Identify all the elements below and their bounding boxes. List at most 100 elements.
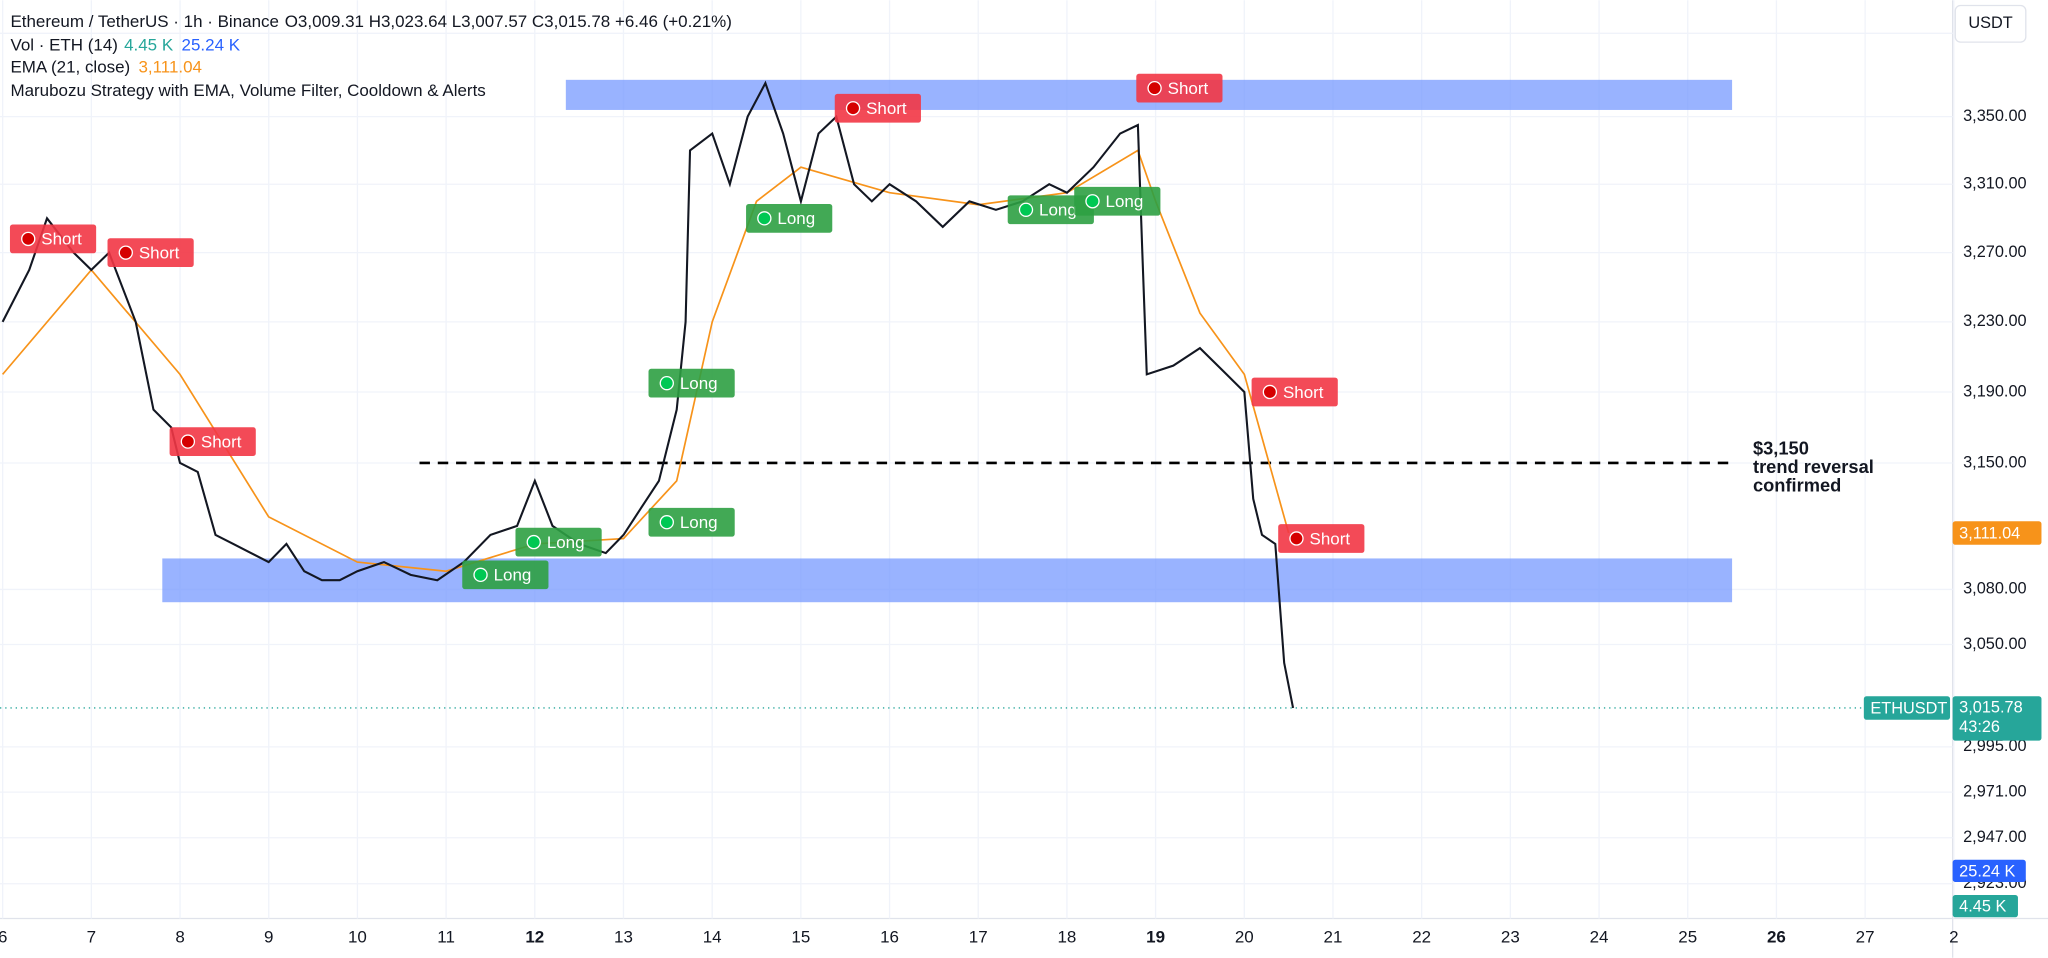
signal-dot <box>526 534 541 550</box>
y-tick-label: 3,080.00 <box>1963 580 2027 598</box>
currency-button[interactable] <box>1954 4 2027 43</box>
x-tick-label: 18 <box>1057 928 1076 947</box>
badge-symbol: ETHUSDT <box>1870 700 1947 718</box>
badge <box>1952 521 2042 545</box>
signal-box <box>746 203 833 233</box>
signal-dot <box>118 245 133 260</box>
x-tick-label: 11 <box>437 928 455 947</box>
signal-dot <box>659 515 674 530</box>
signal-label: Long <box>547 533 585 552</box>
signal-dot <box>659 375 674 391</box>
x-tick-label: 19 <box>1146 928 1165 947</box>
signal-label: Short <box>1283 383 1324 402</box>
y-tick-label: 2,947.00 <box>1963 828 2027 846</box>
y-tick-label: 3,350.00 <box>1963 107 2027 125</box>
signal-box <box>1074 186 1161 216</box>
y-tick-label: 3,150.00 <box>1963 453 2027 471</box>
signal-dot <box>180 434 196 449</box>
badge-ema: 3,111.04 <box>1959 525 2020 543</box>
signal-dot <box>1289 531 1304 546</box>
x-tick-label: 16 <box>880 928 899 947</box>
volume-label: Vol · ETH (14) <box>10 36 118 55</box>
signal-dot <box>1018 202 1034 217</box>
signal-dot <box>21 231 36 247</box>
badge <box>1952 859 2026 882</box>
badge-vol: 4.45 K <box>1959 898 2006 916</box>
badge-vol_ma: 25.24 K <box>1959 862 2015 880</box>
signal-box <box>648 507 735 537</box>
ema-label: EMA (21, close) <box>10 58 130 77</box>
ohlc: O3,009.31 H3,023.64 L3,007.57 C3,015.78 … <box>285 12 732 31</box>
y-tick-label: 3,190.00 <box>1963 382 2027 400</box>
x-tick-label: 22 <box>1412 928 1431 947</box>
volume-value: 4.45 K <box>124 36 174 55</box>
y-tick-label: 3,230.00 <box>1963 312 2027 330</box>
badge-price: 3,015.78 <box>1959 698 2023 716</box>
x-tick-label: 6 <box>0 928 7 947</box>
x-tick-label: 26 <box>1767 928 1786 947</box>
signal-dot <box>757 211 772 226</box>
signal-box <box>1136 73 1223 103</box>
ema-value: 3,111.04 <box>138 58 202 77</box>
signal-box <box>1278 524 1365 553</box>
signal-label: Long <box>1039 201 1077 220</box>
signal-label: Long <box>680 513 718 532</box>
signal-label: Short <box>866 99 907 118</box>
volume-ma: 25.24 K <box>182 36 241 55</box>
level-label: $3,150 <box>1753 438 1809 459</box>
strategy: Marubozu Strategy with EMA, Volume Filte… <box>10 81 485 100</box>
signal-dot <box>1085 194 1100 209</box>
x-tick-label: 2 <box>1949 928 1958 947</box>
currency[interactable]: USDT <box>1968 14 2012 32</box>
level-note: confirmed <box>1753 474 1841 495</box>
x-tick-label: 14 <box>703 928 722 947</box>
symbol: Ethereum / TetherUS · 1h · Binance <box>10 12 279 31</box>
signal-box <box>1251 377 1338 407</box>
x-tick-label: 25 <box>1678 928 1697 947</box>
signal-box <box>462 560 549 590</box>
signal-label: Long <box>494 566 532 585</box>
x-tick-label: 15 <box>791 928 810 947</box>
signal-label: Long <box>777 209 815 228</box>
signal-label: Short <box>139 243 180 262</box>
x-tick-label: 23 <box>1501 928 1520 947</box>
x-tick-label: 13 <box>614 928 633 947</box>
signal-dot <box>845 101 861 116</box>
badge <box>1863 696 1951 720</box>
x-tick-label: 7 <box>87 928 96 947</box>
price-badge <box>1952 696 2042 741</box>
signal-box <box>107 238 194 268</box>
signal-box <box>648 368 735 398</box>
signal-label: Long <box>1106 192 1144 211</box>
zone <box>162 558 1733 603</box>
x-tick-label: 17 <box>969 928 988 947</box>
signal-dot <box>473 567 488 582</box>
signal-label: Short <box>41 230 82 249</box>
signal-box <box>169 427 256 456</box>
x-tick-label: 9 <box>264 928 273 947</box>
x-tick-label: 27 <box>1856 928 1875 947</box>
x-tick-label: 24 <box>1590 928 1609 947</box>
x-tick-label: 20 <box>1235 928 1254 947</box>
signal-label: Long <box>680 374 718 393</box>
x-tick-label: 8 <box>175 928 184 947</box>
signal-box <box>9 224 97 254</box>
signal-dot <box>1262 384 1278 400</box>
x-tick-label: 12 <box>525 928 544 947</box>
signal-box <box>515 527 602 557</box>
grid <box>0 0 1955 919</box>
y-tick-label: 3,270.00 <box>1963 243 2027 261</box>
y-tick-label: 3,050.00 <box>1963 635 2027 653</box>
badge <box>1952 895 2018 918</box>
level-note: trend reversal <box>1753 456 1874 477</box>
x-tick-label: 21 <box>1324 928 1343 947</box>
y-tick-label: 2,971.00 <box>1963 782 2027 800</box>
signal-label: Short <box>201 432 242 451</box>
signal-box <box>1007 195 1094 225</box>
badge-countdown: 43:26 <box>1959 718 2000 736</box>
signal-box <box>834 93 921 123</box>
signal-label: Short <box>1310 529 1351 548</box>
